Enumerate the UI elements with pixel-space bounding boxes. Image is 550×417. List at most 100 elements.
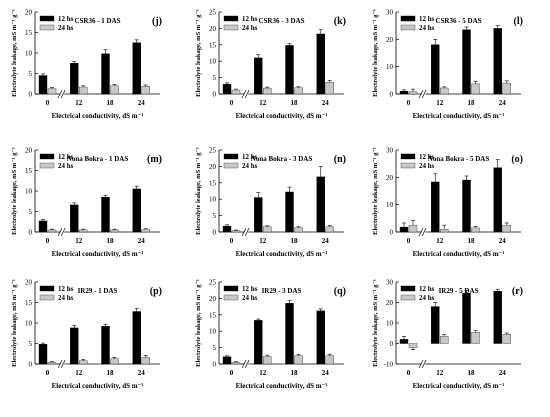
chart-panel: 0 5 10 15 20 0 12 18 24 Electrical conductivity, … [11,9,162,121]
bar-12hs [316,310,325,365]
bar-12hs [38,220,48,233]
y-tick-label: 20 [25,279,33,287]
y-tick-label: 20 [25,9,33,17]
bar-12hs [70,327,79,365]
y-tick-label: 30 [386,147,394,155]
legend-label: 12 hs [419,153,435,161]
bar-12hs [493,291,502,344]
bar-24hs [408,91,418,95]
panel-title: IR29 - 1 DAS [78,287,118,295]
bar-24hs [231,362,241,365]
chart-panel: 0 10 20 30 0 12 18 24 Electrical conductivity, d… [372,147,523,259]
y-tick-label: 10 [25,320,33,328]
axis-break-mark [418,227,424,237]
axis-break-mark [57,89,63,99]
bar-12hs [101,53,110,95]
x-tick-label: 24 [499,237,507,245]
x-tick-label: 18 [468,237,476,245]
bar-12hs [254,320,263,365]
panel-title: Nona Bokra - 1 DAS [67,155,129,163]
bar-24hs [502,334,511,344]
chart-panel: 0 5 10 15 20 25 0 12 18 24 Electrical conductivity… [195,147,346,259]
y-tick-label: 5 [213,212,217,220]
bar-24hs [141,229,150,233]
axis-break-mark [60,89,66,99]
y-tick-label: 10 [209,58,217,66]
x-tick-label: 18 [468,369,476,377]
y-tick-label: 10 [386,63,394,71]
x-tick-label: 18 [291,369,299,377]
axis-break-mark [241,89,247,99]
x-tick-label: 18 [107,369,115,377]
x-axis-label: Electrical conductivity, dS m⁻¹ [52,112,144,120]
x-axis-label: Electrical conductivity, dS m⁻¹ [413,112,505,120]
y-tick-label: 0 [29,91,33,99]
bar-24hs [440,336,449,344]
y-tick-label: 15 [25,299,33,307]
bar-24hs [325,81,334,95]
y-tick-label: 10 [25,50,33,58]
bar-12hs [101,326,110,365]
x-tick-label: 12 [259,237,267,245]
legend-label: 24 hs [58,294,74,302]
bar-24hs [47,88,57,95]
x-tick-label: 12 [436,99,444,107]
panel-letter: (p) [150,286,162,297]
y-tick-label: 10 [209,196,217,204]
x-tick-label: 12 [75,369,83,377]
bar-12hs [38,75,48,95]
y-tick-label: 5 [29,340,33,348]
bar-12hs [222,356,232,365]
bar-24hs [408,224,418,233]
x-axis-label: Electrical conductivity, dS m⁻¹ [236,250,328,258]
chart-panel: -10 0 10 20 30 0 12 18 24 Electrical conductivity… [372,279,523,391]
bar-24hs [440,87,449,95]
chart-panel: 0 10 20 30 0 12 18 24 Electrical conductivity, d… [372,9,523,121]
legend-swatch [39,285,55,292]
panel-letter: (o) [511,154,523,165]
bar-24hs [325,226,334,233]
y-tick-label: 5 [213,74,217,82]
x-tick-label: 0 [230,237,234,245]
panel-letter: (q) [334,286,346,297]
bar-24hs [294,227,303,233]
bar-12hs [399,226,409,233]
x-tick-label: 24 [499,369,507,377]
legend-swatch [400,15,416,22]
chart-panel: 0 5 10 15 20 25 0 12 18 24 Electrical conductivity… [195,9,346,121]
y-tick-label: 0 [213,91,217,99]
legend-swatch [400,285,416,292]
legend-swatch [39,294,55,301]
bar-12hs [493,167,502,233]
bar-12hs [462,29,471,95]
bar-12hs [222,225,232,233]
bar-24hs [79,229,88,233]
y-tick-label: 20 [209,163,217,171]
bar-12hs [399,91,409,95]
chart-panel: 0 5 10 15 20 0 12 18 24 Electrical conductivity, … [11,279,162,391]
legend-swatch [223,294,239,301]
axis-break-mark [57,359,63,369]
x-tick-label: 24 [322,369,330,377]
y-tick-label: 0 [390,91,394,99]
bar-12hs [285,303,294,365]
legend-label: 12 hs [419,15,435,23]
x-tick-label: 24 [138,99,146,107]
y-tick-label: 30 [386,9,394,17]
legend-swatch [400,153,416,160]
panel-title: CSR36 - 1 DAS [74,17,120,25]
legend-label: 24 hs [242,162,258,170]
bar-24hs [471,83,480,95]
y-axis-label: Electrolyte leakage, mS m⁻¹ g⁻¹ [195,9,202,97]
bar-24hs [110,85,119,95]
panel-title: CSR36 - 5 DAS [435,17,481,25]
y-tick-label: 15 [25,29,33,37]
legend-swatch [400,162,416,169]
legend-label: 24 hs [58,24,74,32]
y-tick-label: 15 [209,311,217,319]
x-axis-label: Electrical conductivity, dS m⁻¹ [413,250,505,258]
legend-swatch [39,153,55,160]
y-tick-label: 20 [386,174,394,182]
x-tick-label: 0 [46,99,50,107]
bar-12hs [462,179,471,233]
